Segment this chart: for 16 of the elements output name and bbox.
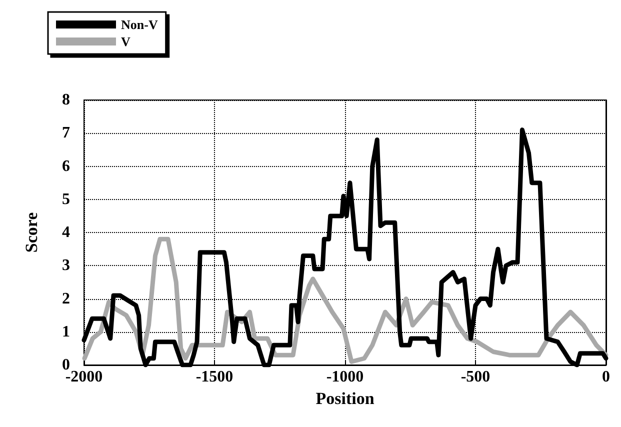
y-tick-label: 8: [62, 92, 70, 108]
legend-label: Non-V: [121, 17, 158, 32]
x-tick-label: -1000: [326, 368, 364, 386]
y-tick-label: 4: [62, 224, 70, 241]
x-tick-label: -500: [460, 368, 490, 386]
y-tick-label: 1: [62, 323, 70, 340]
y-axis-title: Score: [22, 212, 41, 253]
y-tick-label: 6: [62, 158, 70, 175]
y-tick-label: 2: [62, 290, 70, 308]
legend-label: V: [121, 34, 131, 49]
x-tick-label: -1500: [196, 368, 234, 386]
x-axis-title: Position: [316, 388, 375, 408]
y-tick-label: 7: [62, 124, 70, 142]
y-tick-label: 3: [62, 257, 70, 274]
y-tick-label: 5: [62, 190, 70, 208]
x-tick-label: 0: [602, 368, 610, 386]
